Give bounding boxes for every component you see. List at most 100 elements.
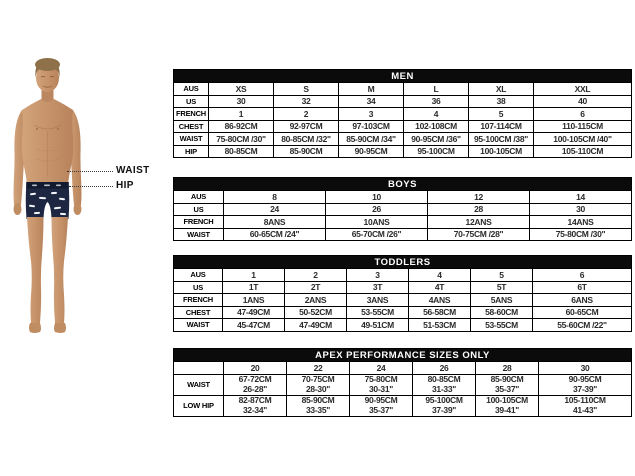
size-cell: 1T	[222, 280, 285, 294]
size-cell: 100-105CM 39-41"	[475, 394, 539, 417]
hip-measure-label: HIP	[116, 180, 134, 191]
table-row: FRENCH 1 2 3 4 5 6	[173, 107, 632, 121]
row-label: FRENCH	[173, 215, 224, 229]
waist-measure-label: WAIST	[116, 165, 150, 176]
row-label: WAIST	[173, 227, 224, 241]
size-cell: 8ANS	[223, 215, 326, 229]
row-label: AUS	[173, 268, 223, 282]
size-cell: 2T	[284, 280, 347, 294]
table-row: US 30 32 34 36 38 40	[173, 94, 632, 108]
table-row: FRENCH 8ANS 10ANS 12ANS 14ANS	[173, 215, 632, 229]
size-cell: 80-85CM 31-33"	[412, 373, 476, 396]
size-cell: 53-55CM	[470, 318, 533, 332]
table-row: AUS XS S M L XL XXL	[173, 82, 632, 96]
size-cell: 12	[427, 190, 530, 204]
toddlers-size-table: TODDLERS AUS 1 2 3 4 5 6 US 1T 2T 3T 4T 5T 6T FRENCH 1A…	[173, 255, 632, 332]
size-cell: S	[273, 82, 339, 96]
size-cell: 95-100CM /38"	[468, 132, 534, 146]
size-cell: 6	[533, 107, 632, 121]
size-cell: 95-100CM 37-39"	[412, 394, 476, 417]
size-cell: 47-49CM	[284, 318, 347, 332]
row-label: FRENCH	[173, 293, 223, 307]
size-cell: XS	[208, 82, 274, 96]
table-row: WAIST 75-80CM /30" 80-85CM /32" 85-90CM /34…	[173, 132, 632, 146]
head	[35, 58, 60, 92]
men-size-table: MEN AUS XS S M L XL XXL US 30 32 34 36 38 40 FRENCH 1 2 3…	[173, 69, 632, 158]
size-cell: 70-75CM 28-30"	[286, 373, 350, 396]
table-row: AUS 1 2 3 4 5 6	[173, 268, 632, 282]
row-label: AUS	[173, 82, 209, 96]
size-cell: 26	[412, 361, 476, 375]
size-cell: 14	[529, 190, 632, 204]
table-row: LOW HIP 82-87CM 32-34" 85-90CM 33-35" 90-95…	[173, 394, 632, 417]
size-cell: 24	[349, 361, 413, 375]
size-cell: 5	[468, 107, 534, 121]
size-cell: 100-105CM	[468, 144, 534, 158]
size-cell: 22	[286, 361, 350, 375]
size-cell: 85-90CM	[273, 144, 339, 158]
size-cell: 80-85CM	[208, 144, 274, 158]
size-cell: 1	[208, 107, 274, 121]
size-cell: 53-55CM	[346, 305, 409, 319]
size-cell: 1ANS	[222, 293, 285, 307]
size-cell: 75-80CM /30"	[208, 132, 274, 146]
size-cell: 26	[325, 202, 428, 216]
size-cell: 36	[403, 94, 469, 108]
size-cell: 90-95CM	[338, 144, 404, 158]
size-cell: 10	[325, 190, 428, 204]
size-cell: 30	[529, 202, 632, 216]
size-cell: 2ANS	[284, 293, 347, 307]
male-model-figure	[13, 58, 82, 333]
row-label	[173, 361, 224, 375]
size-cell: 30	[538, 361, 632, 375]
size-cell: 6T	[532, 280, 632, 294]
size-cell: 60-65CM /24"	[223, 227, 326, 241]
row-label: WAIST	[173, 373, 224, 396]
size-cell: L	[403, 82, 469, 96]
right-leg	[51, 217, 68, 323]
size-cell: 3	[338, 107, 404, 121]
size-cell: 70-75CM /28"	[427, 227, 530, 241]
row-label: WAIST	[173, 318, 223, 332]
size-cell: 85-90CM 35-37"	[475, 373, 539, 396]
size-cell: 5ANS	[470, 293, 533, 307]
size-cell: 28	[475, 361, 539, 375]
apex-size-table: APEX PERFORMANCE SIZES ONLY 20 22 24 26 28 30…	[173, 348, 632, 417]
size-cell: 34	[338, 94, 404, 108]
size-cell: 75-80CM 30-31"	[349, 373, 413, 396]
size-cell: 56-58CM	[408, 305, 471, 319]
table-row: FRENCH 1ANS 2ANS 3ANS 4ANS 5ANS 6ANS	[173, 293, 632, 307]
size-cell: 86-92CM	[208, 119, 274, 133]
size-cell: 82-87CM 32-34"	[223, 394, 287, 417]
size-cell: 60-65CM	[532, 305, 632, 319]
size-cell: 90-95CM 35-37"	[349, 394, 413, 417]
size-cell: M	[338, 82, 404, 96]
size-cell: XXL	[533, 82, 632, 96]
left-leg	[27, 217, 44, 323]
boys-size-table: BOYS AUS 8 10 12 14 US 24 26 28 30 FRENCH 8ANS 10ANS…	[173, 177, 632, 241]
size-cell: 85-90CM /34"	[338, 132, 404, 146]
size-cell: 55-60CM /22"	[532, 318, 632, 332]
size-cell: 14ANS	[529, 215, 632, 229]
toddlers-table-title: TODDLERS	[173, 255, 632, 269]
row-label: FRENCH	[173, 107, 209, 121]
table-row: AUS 8 10 12 14	[173, 190, 632, 204]
size-tables: MEN AUS XS S M L XL XXL US 30 32 34 36 38 40 FRENCH 1 2 3…	[173, 0, 632, 476]
size-cell: 24	[223, 202, 326, 216]
row-label: CHEST	[173, 305, 223, 319]
size-cell: 38	[468, 94, 534, 108]
table-row: HIP 80-85CM 85-90CM 90-95CM 95-100CM 100-105C…	[173, 144, 632, 158]
size-cell: 90-95CM /36"	[403, 132, 469, 146]
row-label: HIP	[173, 144, 209, 158]
row-label: AUS	[173, 190, 224, 204]
table-row: WAIST 45-47CM 47-49CM 49-51CM 51-53CM 53-55CM…	[173, 318, 632, 332]
size-cell: 49-51CM	[346, 318, 409, 332]
swim-trunks	[25, 182, 70, 219]
size-cell: 3T	[346, 280, 409, 294]
size-cell: 4	[408, 268, 471, 282]
size-cell: 51-53CM	[408, 318, 471, 332]
table-row: CHEST 47-49CM 50-52CM 53-55CM 56-58CM 58-60CM…	[173, 305, 632, 319]
men-table-title: MEN	[173, 69, 632, 83]
row-label: LOW HIP	[173, 394, 224, 417]
